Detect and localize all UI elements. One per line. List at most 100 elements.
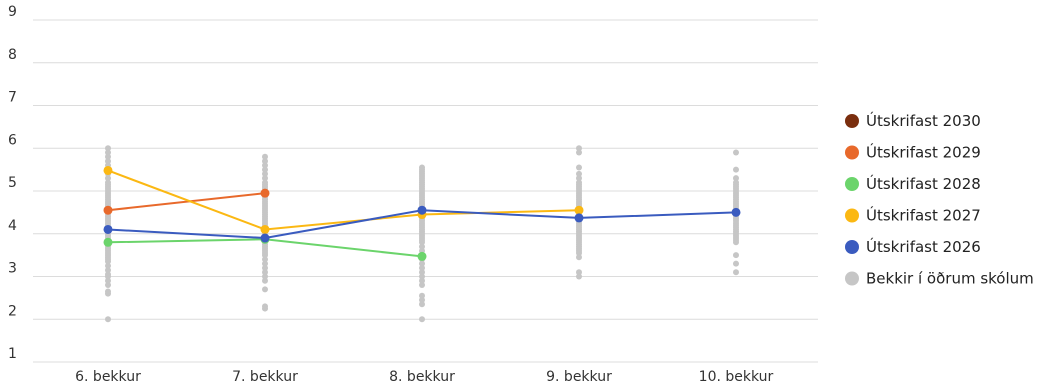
y-axis-ticks: 1 2 3 4 5 6 7 8 9 [8,4,17,362]
legend-marker [845,114,859,128]
other-school-point [262,170,268,177]
x-tick-label: 7. bekkur [232,369,298,385]
y-tick-label: 3 [8,261,17,277]
other-school-point [262,260,268,267]
other-school-point [419,260,425,267]
other-school-point [262,303,268,310]
other-school-point [576,175,582,182]
other-school-point [419,243,425,250]
other-school-point [419,269,425,276]
other-school-point [105,158,111,165]
series-point [260,188,270,198]
other-school-point [733,179,739,186]
other-school-point [576,149,582,156]
other-school-point [262,256,268,263]
other-school-point [105,316,111,323]
legend-marker [845,208,859,223]
grid-lines [33,19,818,363]
other-school-point [262,269,268,276]
series-point [260,233,270,243]
series-point [417,251,427,261]
other-school-point [733,260,739,267]
other-school-point [733,149,739,156]
legend-label: Útskrifast 2027 [866,206,981,225]
y-tick-label: 6 [8,132,17,148]
series-point [103,205,113,215]
series-line [107,192,266,212]
legend-label: Útskrifast 2028 [866,174,981,193]
other-school-point [262,153,268,160]
series-point [417,205,427,215]
legend-marker [845,240,859,254]
series-point [103,224,113,234]
other-school-point [105,179,111,186]
x-tick-label: 9. bekkur [546,369,612,385]
other-school-point [105,267,111,274]
other-school-point [419,273,425,280]
other-school-point [419,164,425,171]
other-school-point [419,282,425,289]
other-school-point [262,166,268,173]
x-tick-label: 8. bekkur [389,369,455,385]
other-school-point [576,273,582,280]
other-school-point [733,252,739,259]
other-school-point [733,175,739,182]
y-tick-label: 1 [8,346,17,362]
other-school-point [105,282,111,289]
other-school-point [576,170,582,177]
y-tick-label: 7 [8,90,17,106]
y-tick-label: 5 [8,175,17,191]
other-school-point [419,297,425,304]
other-school-point [105,288,111,295]
legend-label: Útskrifast 2029 [866,143,981,162]
other-school-point [262,175,268,182]
series-point [260,224,270,234]
y-tick-label: 2 [8,303,17,319]
other-school-point [419,292,425,299]
other-school-point [105,153,111,160]
other-school-point [733,269,739,276]
other-school-point [105,175,111,182]
legend-label: Útskrifast 2030 [866,111,981,130]
other-school-point [419,301,425,308]
legend-label: Bekkir í öðrum skólum [866,270,1034,288]
legend: Útskrifast 2030 Útskrifast 2029 Útskrifast… [845,111,1034,288]
other-school-point [733,166,739,173]
series-line [107,169,580,231]
legend-label: Útskrifast 2026 [866,237,981,256]
other-school-point [419,264,425,271]
other-school-point [105,277,111,284]
y-tick-label: 4 [8,218,17,234]
x-tick-label: 6. bekkur [75,369,141,385]
x-axis-ticks: 6. bekkur 7. bekkur 8. bekkur 9. bekkur 10. … [75,369,773,385]
series-point [574,205,584,215]
series-point [103,165,113,175]
series-point [103,237,113,247]
other-school-point [105,271,111,278]
other-school-point [419,316,425,323]
other-school-point [576,254,582,261]
series-lines [103,165,741,261]
other-school-point [105,262,111,269]
other-school-point [576,179,582,186]
other-school-point [576,164,582,171]
other-school-point [105,145,111,152]
other-school-point [262,286,268,293]
other-school-point [262,162,268,169]
other-school-point [262,158,268,165]
other-school-point [576,145,582,152]
x-tick-label: 10. bekkur [699,369,774,385]
series-point [574,213,584,223]
y-tick-label: 9 [8,4,17,20]
legend-marker [845,177,859,191]
series-point [731,207,741,217]
other-school-point [262,179,268,186]
other-school-point [262,277,268,284]
legend-marker [845,271,859,286]
other-school-point [262,273,268,280]
legend-marker [845,145,859,160]
other-school-point [419,277,425,284]
other-school-point [105,149,111,156]
y-tick-label: 8 [8,47,17,63]
